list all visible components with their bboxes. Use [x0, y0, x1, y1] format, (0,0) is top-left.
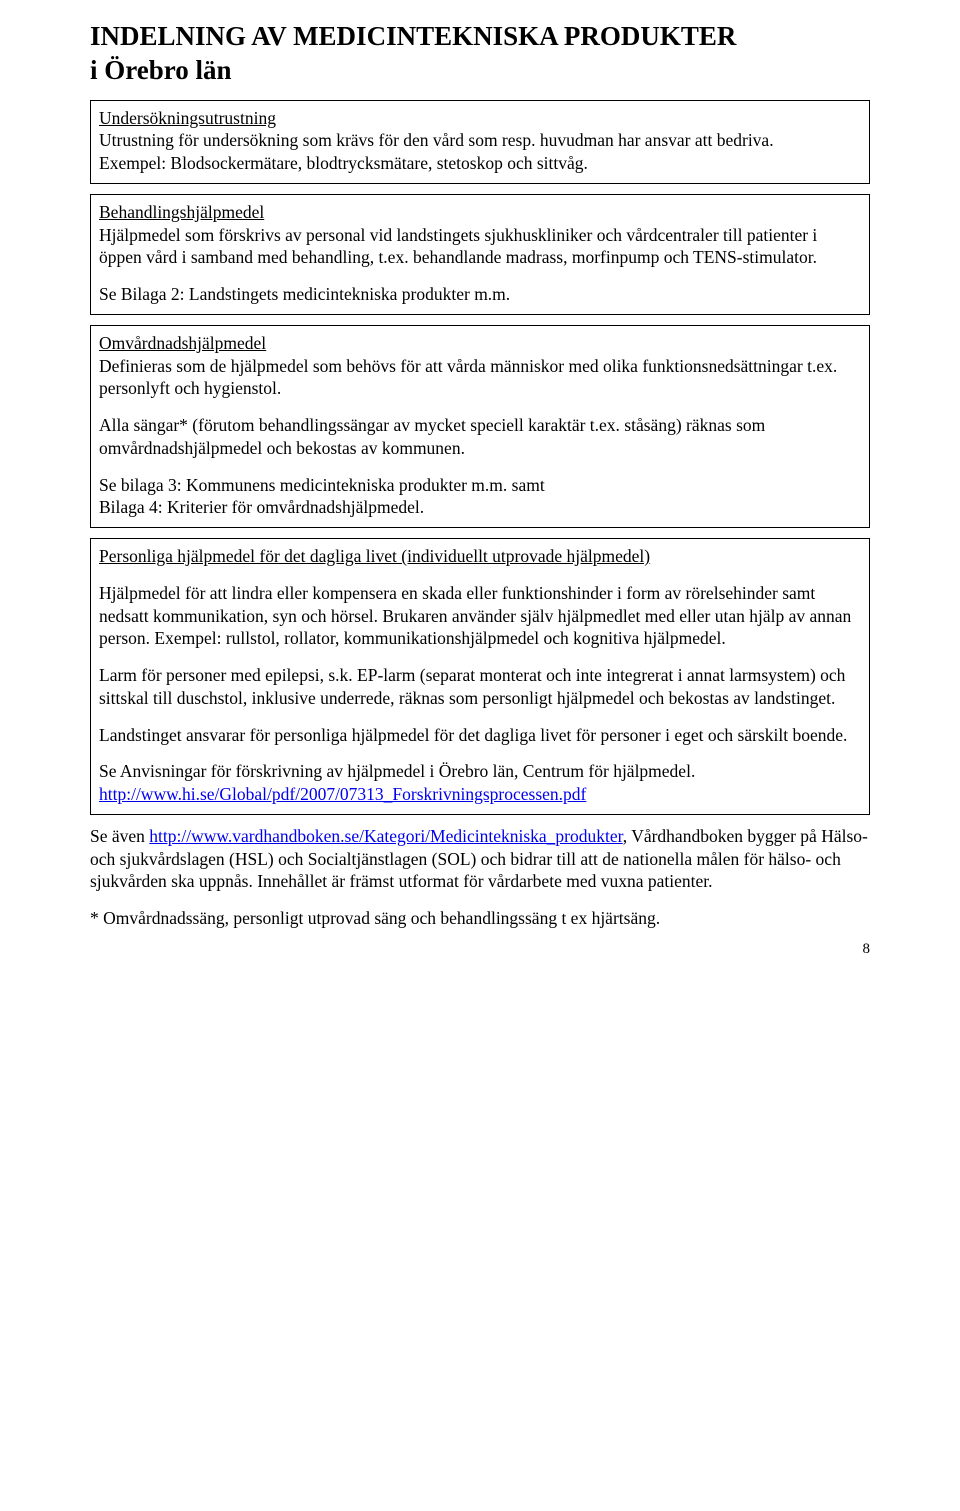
page-number: 8: [863, 941, 871, 958]
body-paragraph: * Omvårdnadssäng, personligt utprovad sä…: [90, 907, 870, 930]
section-paragraph: Landstinget ansvarar för personliga hjäl…: [99, 725, 847, 745]
section-paragraph: Hjälpmedel för att lindra eller kompense…: [99, 583, 851, 649]
section-paragraph: Bilaga 4: Kriterier för omvårdnadshjälpm…: [99, 497, 424, 517]
body-paragraph: Se även http://www.vardhandboken.se/Kate…: [90, 825, 870, 893]
document-title: INDELNING AV MEDICINTEKNISKA PRODUKTER i…: [90, 20, 870, 88]
section-paragraph: Hjälpmedel som förskrivs av personal vid…: [99, 225, 817, 268]
section-heading: Omvårdnadshjälpmedel: [99, 333, 266, 353]
section-paragraph: Larm för personer med epilepsi, s.k. EP-…: [99, 665, 845, 708]
section-box-omvardnadshjalpmedel: Omvårdnadshjälpmedel Definieras som de h…: [90, 325, 870, 528]
section-paragraph: Se Bilaga 2: Landstingets medicinteknisk…: [99, 284, 510, 304]
title-line-1: INDELNING AV MEDICINTEKNISKA PRODUKTER: [90, 21, 736, 51]
section-heading: Undersökningsutrustning: [99, 108, 276, 128]
section-paragraph: Se bilaga 3: Kommunens medicintekniska p…: [99, 475, 545, 495]
section-box-undersokningsutrustning: Undersökningsutrustning Utrustning för u…: [90, 100, 870, 184]
section-paragraph: Se Anvisningar för förskrivning av hjälp…: [99, 761, 695, 781]
section-box-behandlingshjalpmedel: Behandlingshjälpmedel Hjälpmedel som för…: [90, 194, 870, 315]
section-paragraph: Utrustning för undersökning som krävs fö…: [99, 130, 774, 150]
section-box-personliga-hjalpmedel: Personliga hjälpmedel för det dagliga li…: [90, 538, 870, 815]
section-heading: Behandlingshjälpmedel: [99, 202, 264, 222]
page-container: INDELNING AV MEDICINTEKNISKA PRODUKTER i…: [0, 0, 960, 970]
external-link[interactable]: http://www.hi.se/Global/pdf/2007/07313_F…: [99, 784, 586, 804]
external-link[interactable]: http://www.vardhandboken.se/Kategori/Med…: [149, 826, 622, 846]
section-heading: Personliga hjälpmedel för det dagliga li…: [99, 546, 650, 566]
section-paragraph: Alla sängar* (förutom behandlingssängar …: [99, 415, 765, 458]
section-paragraph: Exempel: Blodsockermätare, blodtrycksmät…: [99, 153, 588, 173]
body-text-container: Se även http://www.vardhandboken.se/Kate…: [90, 825, 870, 930]
body-text-fragment: Se även: [90, 826, 149, 846]
title-line-2: i Örebro län: [90, 55, 232, 85]
section-paragraph: Definieras som de hjälpmedel som behövs …: [99, 356, 837, 399]
